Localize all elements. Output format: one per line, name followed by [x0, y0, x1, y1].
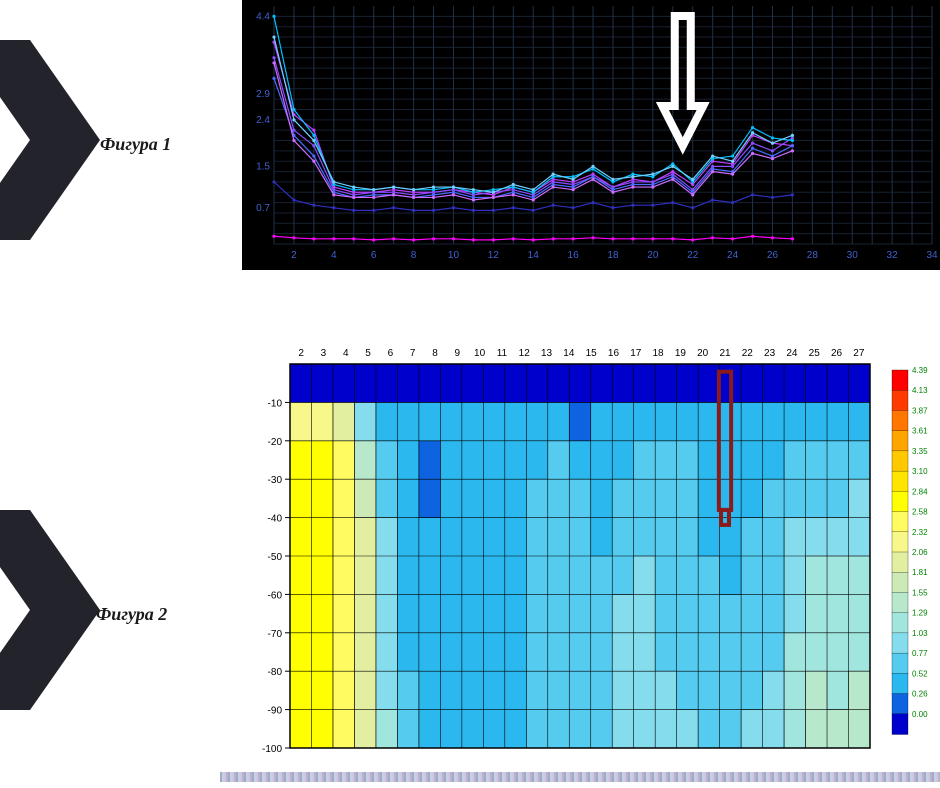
svg-text:3.35: 3.35 — [912, 447, 928, 456]
svg-text:18: 18 — [653, 348, 665, 359]
svg-text:-90: -90 — [268, 706, 283, 717]
svg-text:20: 20 — [647, 250, 659, 261]
svg-text:30: 30 — [847, 250, 859, 261]
svg-text:11: 11 — [497, 348, 508, 359]
chevron-icon — [0, 40, 100, 240]
svg-text:8: 8 — [411, 250, 417, 261]
svg-text:1.29: 1.29 — [912, 609, 928, 618]
svg-text:2: 2 — [298, 348, 304, 359]
figure-2-chart: 2345678910111213141516171819202122232425… — [240, 340, 940, 760]
svg-text:32: 32 — [887, 250, 899, 261]
svg-text:2.32: 2.32 — [912, 528, 928, 537]
svg-text:4: 4 — [343, 348, 349, 359]
svg-text:6: 6 — [371, 250, 377, 261]
svg-text:9: 9 — [455, 348, 461, 359]
svg-text:13: 13 — [541, 348, 553, 359]
svg-text:1.55: 1.55 — [912, 588, 928, 597]
svg-text:10: 10 — [448, 250, 460, 261]
svg-text:-30: -30 — [268, 475, 283, 486]
svg-text:17: 17 — [630, 348, 642, 359]
svg-text:28: 28 — [807, 250, 819, 261]
svg-text:2.58: 2.58 — [912, 508, 928, 517]
svg-text:3.61: 3.61 — [912, 427, 928, 436]
figure-1-chart: 0.71.52.42.94.42468101214161820222426283… — [244, 2, 938, 268]
svg-text:2.84: 2.84 — [912, 487, 928, 496]
svg-text:2.9: 2.9 — [256, 89, 270, 100]
svg-text:22: 22 — [742, 348, 754, 359]
svg-text:6: 6 — [388, 348, 394, 359]
svg-text:0.77: 0.77 — [912, 649, 928, 658]
svg-text:14: 14 — [528, 250, 540, 261]
svg-text:12: 12 — [519, 348, 531, 359]
svg-text:18: 18 — [607, 250, 619, 261]
svg-text:21: 21 — [719, 348, 731, 359]
svg-text:16: 16 — [608, 348, 620, 359]
svg-text:-60: -60 — [268, 590, 283, 601]
svg-text:3.10: 3.10 — [912, 467, 928, 476]
svg-text:3.87: 3.87 — [912, 406, 928, 415]
svg-text:24: 24 — [727, 250, 739, 261]
svg-text:7: 7 — [410, 348, 416, 359]
svg-text:-70: -70 — [268, 629, 283, 640]
svg-text:22: 22 — [687, 250, 699, 261]
svg-text:2.06: 2.06 — [912, 548, 928, 557]
chevron-icon — [0, 510, 100, 710]
svg-text:24: 24 — [786, 348, 798, 359]
svg-text:1.03: 1.03 — [912, 629, 928, 638]
svg-text:4: 4 — [331, 250, 337, 261]
svg-text:-80: -80 — [268, 667, 283, 678]
svg-text:4.39: 4.39 — [912, 366, 928, 375]
svg-text:1.81: 1.81 — [912, 568, 928, 577]
figure-1-label: Фигура 1 — [100, 134, 171, 155]
svg-text:-20: -20 — [268, 437, 283, 448]
svg-text:3: 3 — [321, 348, 327, 359]
svg-text:34: 34 — [926, 250, 938, 261]
svg-text:0.00: 0.00 — [912, 710, 928, 719]
svg-text:-100: -100 — [262, 744, 282, 755]
svg-text:5: 5 — [365, 348, 371, 359]
svg-text:23: 23 — [764, 348, 776, 359]
svg-text:0.52: 0.52 — [912, 669, 928, 678]
svg-text:2: 2 — [291, 250, 297, 261]
svg-text:15: 15 — [586, 348, 598, 359]
svg-text:25: 25 — [809, 348, 821, 359]
svg-text:-40: -40 — [268, 514, 283, 525]
svg-text:16: 16 — [568, 250, 580, 261]
svg-text:0.7: 0.7 — [256, 203, 270, 214]
svg-text:12: 12 — [488, 250, 500, 261]
svg-text:26: 26 — [767, 250, 779, 261]
svg-text:2.4: 2.4 — [256, 115, 270, 126]
svg-text:10: 10 — [474, 348, 486, 359]
svg-text:-10: -10 — [268, 398, 283, 409]
noise-strip — [220, 772, 940, 782]
svg-text:26: 26 — [831, 348, 843, 359]
svg-text:-50: -50 — [268, 552, 283, 563]
svg-text:0.26: 0.26 — [912, 690, 928, 699]
svg-text:14: 14 — [563, 348, 575, 359]
svg-text:4.13: 4.13 — [912, 386, 928, 395]
svg-text:27: 27 — [853, 348, 865, 359]
chevron-decor-1 — [0, 40, 100, 240]
svg-text:19: 19 — [675, 348, 687, 359]
svg-text:1.5: 1.5 — [256, 161, 270, 172]
svg-text:20: 20 — [697, 348, 709, 359]
svg-text:4.4: 4.4 — [256, 11, 270, 22]
chevron-decor-2 — [0, 510, 100, 710]
svg-text:8: 8 — [432, 348, 438, 359]
figure-2-label: Фигура 2 — [96, 604, 167, 625]
figure-1-frame: 0.71.52.42.94.42468101214161820222426283… — [242, 0, 940, 270]
